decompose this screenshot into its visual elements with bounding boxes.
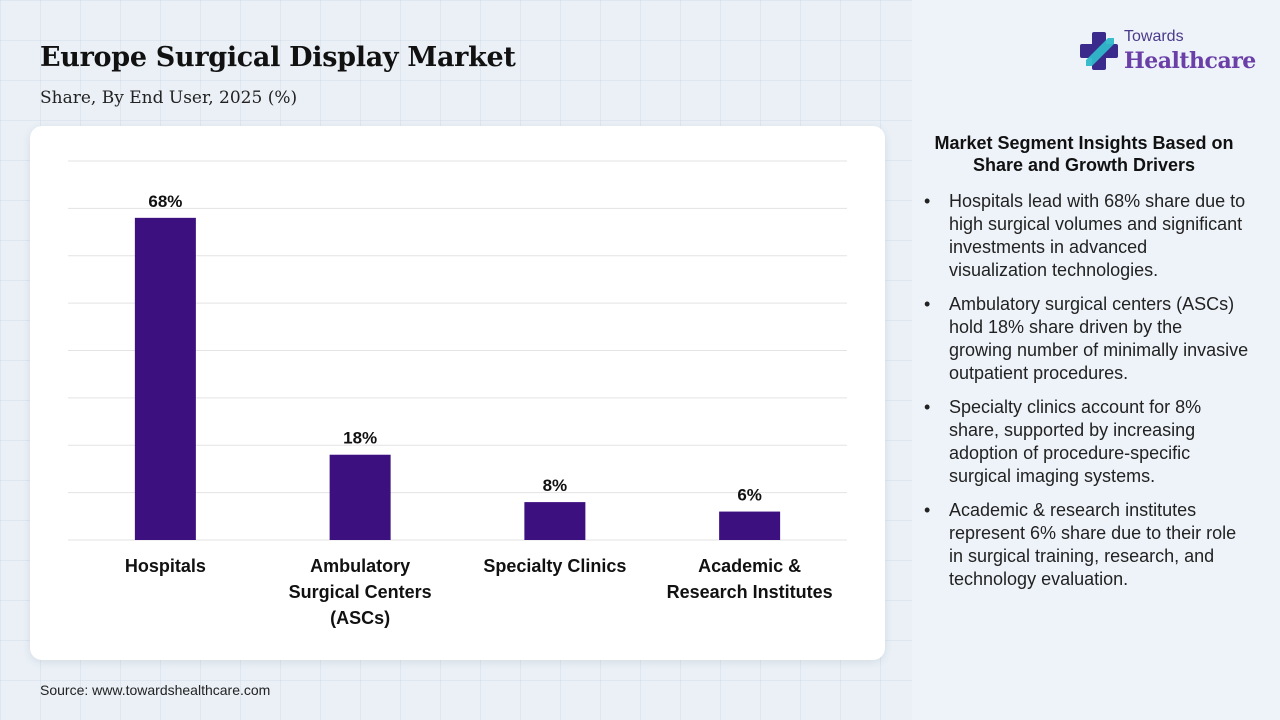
data-label: 18% <box>343 429 377 448</box>
insight-item: • Hospitals lead with 68% share due to hi… <box>924 190 1250 282</box>
category-label: (ASCs) <box>330 608 390 628</box>
insights-title: Market Segment Insights Based on Share a… <box>934 133 1234 175</box>
source-note: Source: www.towardshealthcare.com <box>40 682 271 698</box>
bullet-icon: • <box>924 191 931 211</box>
chart-area: Europe Surgical Display Market Share, By… <box>30 42 885 698</box>
page-title: Europe Surgical Display Market <box>40 42 516 73</box>
insight-text: Specialty clinics account for 8% share, … <box>949 397 1202 486</box>
bar <box>329 454 391 540</box>
bar <box>719 511 781 540</box>
insight-text: Hospitals lead with 68% share due to hig… <box>949 191 1246 280</box>
data-label: 6% <box>737 486 762 505</box>
plus-cross-logo-icon <box>1080 32 1118 70</box>
bullet-icon: • <box>924 500 931 520</box>
insight-text: Ambulatory surgical centers (ASCs) hold … <box>949 294 1249 383</box>
insights-list: • Hospitals lead with 68% share due to hi… <box>924 190 1250 602</box>
category-label: Academic & <box>698 556 801 576</box>
category-label: Surgical Centers <box>289 582 432 602</box>
category-label: Specialty Clinics <box>483 556 626 576</box>
data-label: 8% <box>543 476 568 495</box>
insight-item: • Ambulatory surgical centers (ASCs) hold… <box>924 293 1250 385</box>
logo-top-text: Towards <box>1124 28 1184 45</box>
category-label: Hospitals <box>125 556 206 576</box>
brand-logo: Towards Healthcare <box>1078 26 1258 78</box>
bullet-icon: • <box>924 397 931 417</box>
category-label: Ambulatory <box>310 556 410 576</box>
insight-text: Academic & research institutes represent… <box>949 500 1237 589</box>
logo-main-text: Healthcare <box>1124 48 1256 74</box>
insight-item: • Academic & research institutes represen… <box>924 499 1250 591</box>
insights-panel <box>912 0 1280 720</box>
bar-chart: 68% Hospitals 18% Ambulatory Surgical Center… <box>68 160 847 628</box>
chart-card: 68% Hospitals 18% Ambulatory Surgical Center… <box>30 126 885 660</box>
page-subtitle: Share, By End User, 2025 (%) <box>40 88 298 108</box>
bar <box>134 217 196 540</box>
category-label: Research Institutes <box>667 582 833 602</box>
bar <box>524 502 586 540</box>
data-label: 68% <box>148 192 182 211</box>
bullet-icon: • <box>924 294 931 314</box>
insight-item: • Specialty clinics account for 8% share,… <box>924 396 1250 488</box>
